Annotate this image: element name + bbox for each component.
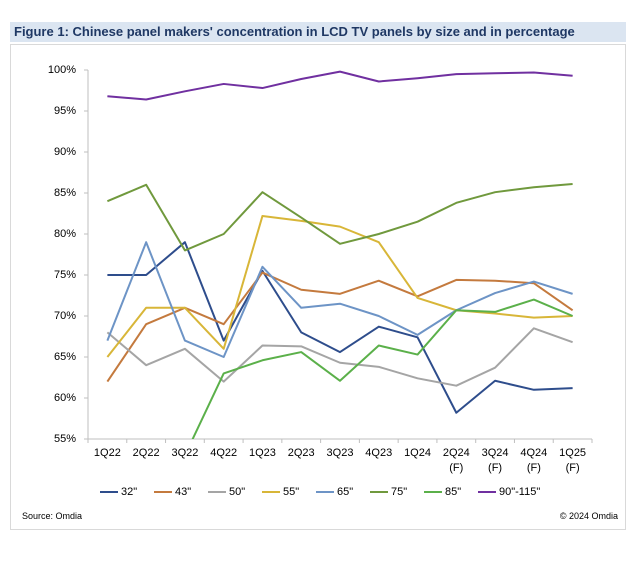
- x-tick-label: 3Q24 (F): [481, 447, 509, 474]
- x-tick-label: 4Q24 (F): [520, 447, 548, 474]
- y-tick-label: 70%: [54, 310, 76, 322]
- series-line: [106, 327, 573, 387]
- x-tick-label: 2Q24 (F): [442, 447, 470, 474]
- y-tick-label: 80%: [54, 228, 76, 240]
- x-tick-label: 4Q23: [365, 447, 393, 459]
- x-tick-label: 2Q23: [287, 447, 315, 459]
- copyright: © 2024 Omdia: [559, 511, 618, 521]
- x-tick-label: 4Q22: [210, 447, 238, 459]
- x-tick-label: 3Q22: [171, 447, 199, 459]
- x-tick-label: 1Q22: [93, 447, 121, 459]
- legend-label: 43": [175, 486, 191, 498]
- y-tick-label: 85%: [54, 187, 76, 199]
- y-tick-label: 75%: [54, 269, 76, 281]
- x-tick-label: 1Q25 (F): [559, 447, 587, 474]
- x-tick-label: 3Q23: [326, 447, 354, 459]
- plot-lines: [106, 70, 574, 439]
- legend-label: 32": [121, 486, 137, 498]
- legend-label: 75": [391, 486, 407, 498]
- x-tick-label: 1Q24: [404, 447, 431, 459]
- legend-label: 85": [445, 486, 461, 498]
- source: Source: Omdia: [22, 511, 83, 521]
- y-tick-label: 95%: [54, 105, 76, 117]
- series-line: [106, 241, 573, 358]
- y-tick-label: 90%: [54, 146, 76, 158]
- chart-title: Figure 1: Chinese panel makers' concentr…: [10, 22, 626, 42]
- y-tick-label: 60%: [54, 392, 76, 404]
- y-tick-label: 100%: [48, 64, 76, 76]
- legend-label: 50": [229, 486, 245, 498]
- chart-frame: [10, 44, 626, 530]
- y-tick-label: 55%: [54, 433, 76, 445]
- legend-label: 55": [283, 486, 299, 498]
- series-line: [107, 70, 573, 101]
- series-line: [191, 298, 574, 439]
- legend-label: 65": [337, 486, 353, 498]
- series-line: [107, 241, 573, 414]
- series-line: [106, 182, 573, 252]
- series-line: [106, 271, 574, 383]
- x-tick-label: 2Q22: [132, 447, 160, 459]
- series-line: [106, 214, 573, 358]
- legend-label: 90"-115": [499, 486, 540, 498]
- y-tick-label: 65%: [54, 351, 76, 363]
- x-tick-label: 1Q23: [248, 447, 276, 459]
